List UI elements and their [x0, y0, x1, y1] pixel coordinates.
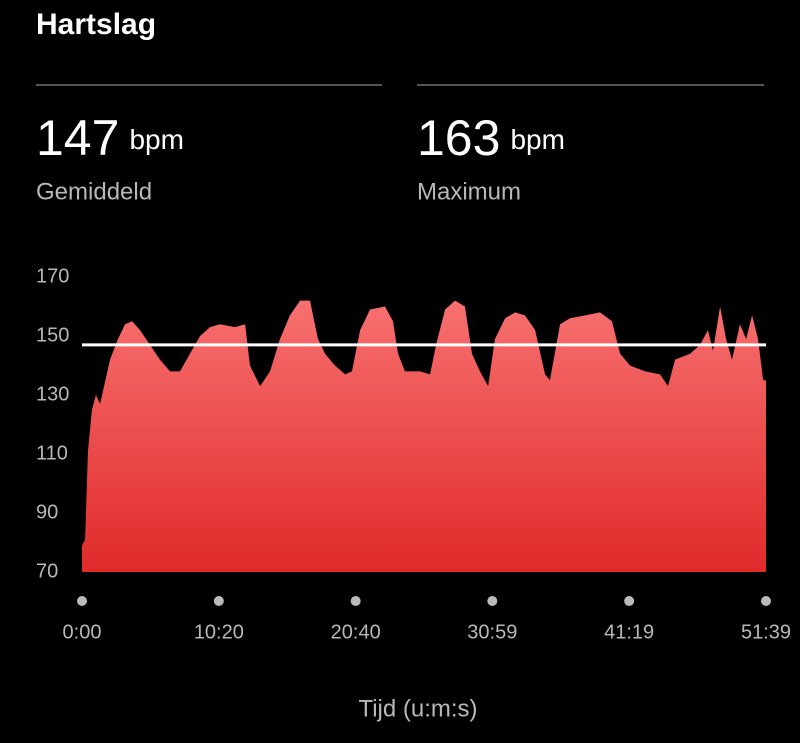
y-tick-label: 90 — [36, 501, 58, 523]
page-title: Hartslag — [36, 8, 156, 41]
stat-number: 163 — [417, 110, 500, 166]
y-tick-label: 170 — [36, 265, 69, 287]
x-tick-dot — [761, 596, 771, 606]
y-tick-label: 150 — [36, 324, 69, 346]
y-tick-label: 130 — [36, 383, 69, 405]
x-tick-label: 41:19 — [604, 621, 654, 643]
stat-label: Maximum — [417, 178, 521, 205]
y-tick-label: 70 — [36, 560, 58, 582]
stat-label: Gemiddeld — [36, 178, 152, 205]
x-tick-dot — [350, 596, 361, 606]
x-tick-label: 10:20 — [194, 621, 244, 643]
heart-rate-area — [82, 300, 766, 572]
stat-number: 147 — [36, 110, 119, 166]
x-tick-label: 20:40 — [331, 621, 381, 643]
stat-value: 147 bpm — [36, 110, 184, 166]
x-tick-label: 0:00 — [63, 621, 102, 643]
x-tick-dot — [487, 596, 498, 606]
x-tick-dot — [77, 596, 87, 606]
stat-unit: bpm — [510, 124, 564, 155]
x-tick-dot — [213, 596, 224, 606]
x-tick-label: 30:59 — [467, 621, 517, 643]
stat-value: 163 bpm — [417, 110, 565, 166]
y-tick-label: 110 — [36, 442, 68, 464]
stat-unit: bpm — [129, 124, 183, 155]
x-tick-label: 51:39 — [741, 621, 791, 643]
x-axis-label: Tijd (u:m:s) — [358, 695, 477, 722]
x-tick-dot — [624, 596, 635, 606]
